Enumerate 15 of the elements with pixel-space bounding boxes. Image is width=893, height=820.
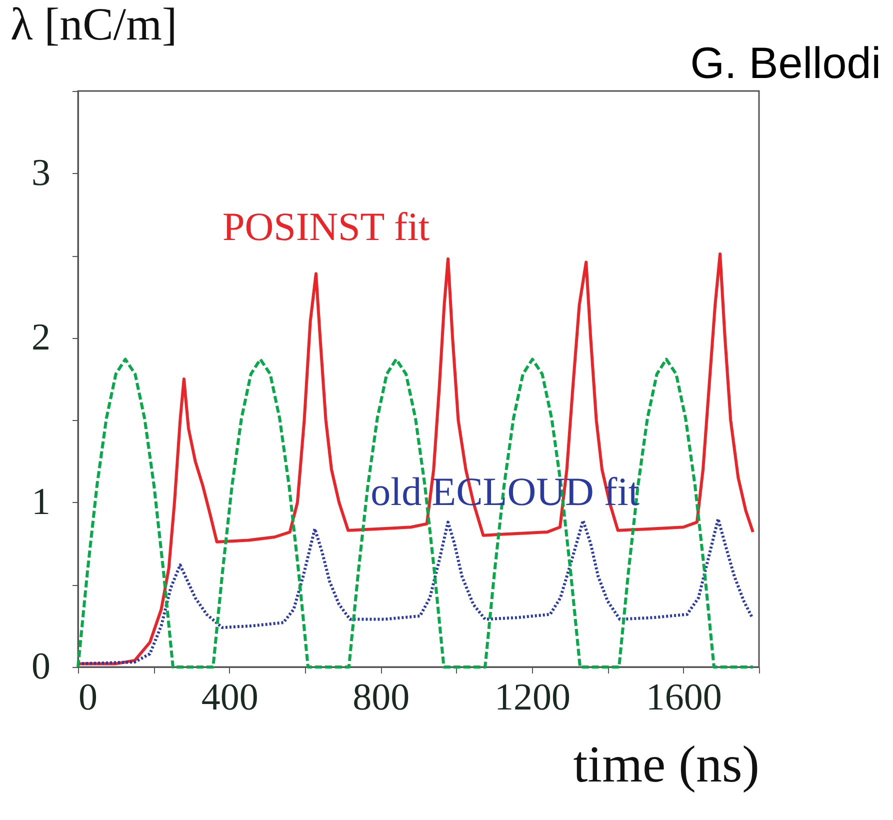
line-series <box>76 517 754 666</box>
line-series <box>76 358 754 668</box>
y-tick-label: 3 <box>32 152 50 194</box>
x-tick-label: 800 <box>352 676 410 718</box>
x-tick-label: 1200 <box>494 676 570 718</box>
text: G. Bellodi <box>690 39 881 88</box>
y-tick-label: 2 <box>32 316 50 358</box>
y-tick-label: 0 <box>32 646 50 688</box>
y-tick-label: 1 <box>32 480 50 523</box>
x-axis-title: time (ns) <box>573 736 760 794</box>
x-tick-label: 1600 <box>646 676 722 718</box>
x-tick-label: 0 <box>78 676 98 718</box>
x-tick-label: 400 <box>201 676 258 718</box>
y-axis-title: λ [nC/m] <box>10 0 178 50</box>
series-label: POSINST fit <box>222 204 430 249</box>
